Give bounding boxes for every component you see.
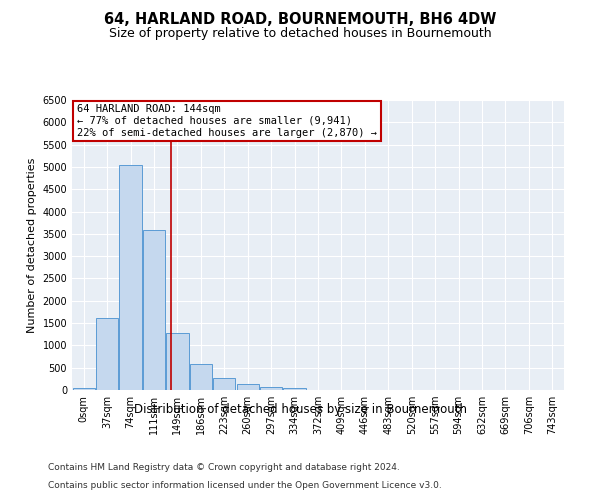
- Text: Distribution of detached houses by size in Bournemouth: Distribution of detached houses by size …: [133, 402, 467, 415]
- Bar: [213, 378, 235, 390]
- Bar: [166, 333, 188, 390]
- Text: 64 HARLAND ROAD: 144sqm
← 77% of detached houses are smaller (9,941)
22% of semi: 64 HARLAND ROAD: 144sqm ← 77% of detache…: [77, 104, 377, 138]
- Bar: [260, 386, 282, 390]
- Bar: [96, 318, 118, 390]
- Bar: [190, 364, 212, 390]
- Text: 64, HARLAND ROAD, BOURNEMOUTH, BH6 4DW: 64, HARLAND ROAD, BOURNEMOUTH, BH6 4DW: [104, 12, 496, 28]
- Bar: [73, 388, 95, 390]
- Bar: [283, 388, 305, 390]
- Bar: [236, 384, 259, 390]
- Y-axis label: Number of detached properties: Number of detached properties: [27, 158, 37, 332]
- Bar: [143, 230, 165, 390]
- Text: Contains HM Land Registry data © Crown copyright and database right 2024.: Contains HM Land Registry data © Crown c…: [48, 464, 400, 472]
- Bar: [119, 164, 142, 390]
- Text: Size of property relative to detached houses in Bournemouth: Size of property relative to detached ho…: [109, 28, 491, 40]
- Text: Contains public sector information licensed under the Open Government Licence v3: Contains public sector information licen…: [48, 481, 442, 490]
